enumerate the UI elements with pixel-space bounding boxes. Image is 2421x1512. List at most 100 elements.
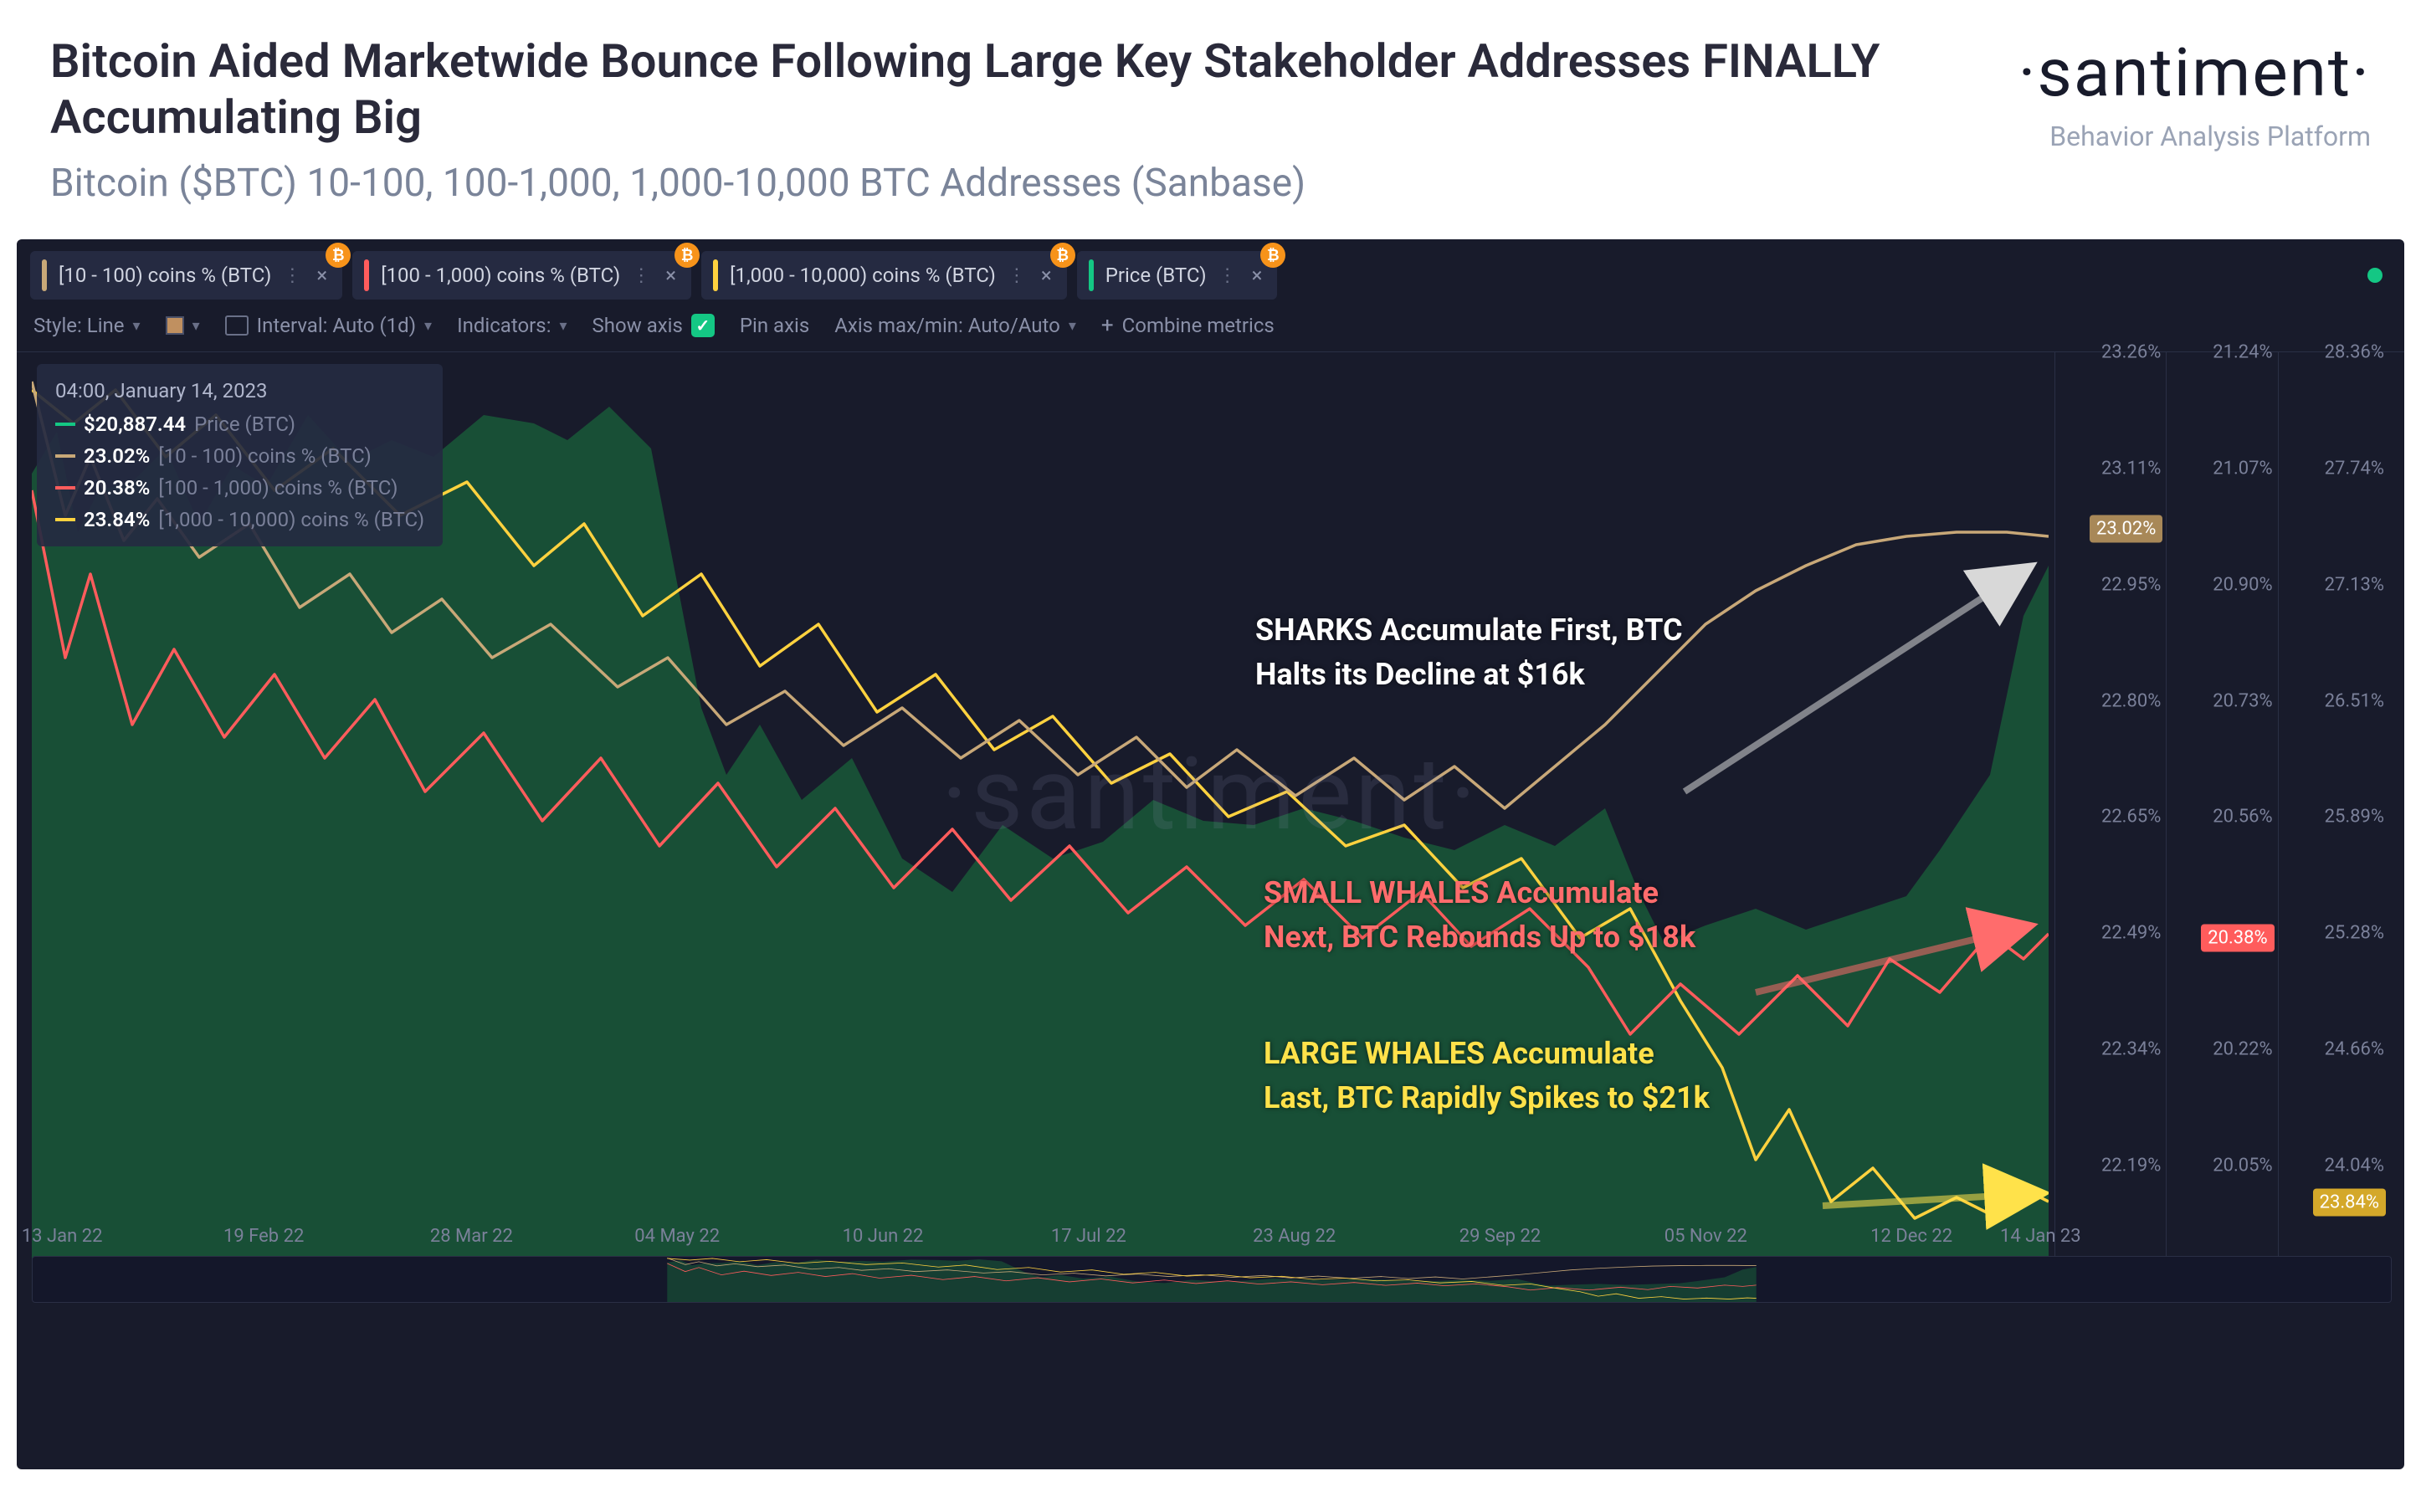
chart-annotation: LARGE WHALES AccumulateLast, BTC Rapidly…: [1264, 1032, 1710, 1119]
style-label: Style: Line: [33, 314, 125, 337]
y-tick-label: 23.26%: [2101, 342, 2161, 363]
axis-minmax-selector[interactable]: Axis max/min: Auto/Auto ▾: [834, 314, 1076, 337]
y-tick-label: 27.13%: [2325, 574, 2384, 595]
y-tick-label: 22.34%: [2101, 1038, 2161, 1059]
brand-tagline: Behavior Analysis Platform: [2018, 120, 2371, 152]
close-icon[interactable]: ×: [662, 264, 680, 287]
brand: ·santiment· Behavior Analysis Platform: [1985, 33, 2371, 152]
y-tick-label: 28.36%: [2325, 342, 2384, 363]
tab-label: [10 - 100) coins % (BTC): [59, 264, 271, 287]
x-tick-label: 14 Jan 23: [2000, 1226, 2081, 1247]
y-axis-column: 23.26%23.11%22.95%22.80%22.65%22.49%22.3…: [2054, 352, 2166, 1281]
show-axis-toggle[interactable]: Show axis ✓: [592, 314, 715, 337]
combine-metrics-button[interactable]: + Combine metrics: [1101, 313, 1275, 338]
btc-badge-icon: ₿: [1260, 243, 1285, 268]
kebab-icon[interactable]: ⋮: [1218, 265, 1237, 286]
hover-tooltip: 04:00, January 14, 2023 $20,887.44 Price…: [37, 364, 443, 546]
tooltip-label: [10 - 100) coins % (BTC): [158, 444, 371, 468]
series-color-icon: [55, 518, 75, 521]
chart-annotation: SHARKS Accumulate First, BTCHalts its De…: [1255, 608, 1683, 695]
y-tick-label: 20.90%: [2213, 574, 2272, 595]
chart-area[interactable]: ·santiment· 04:00, January 14, 2023 $20,…: [17, 352, 2404, 1315]
color-picker[interactable]: ▾: [166, 316, 200, 335]
series-color-icon: [55, 454, 75, 458]
metric-tabs: [10 - 100) coins % (BTC) ⋮ × ₿ [100 - 1,…: [17, 239, 2404, 300]
tooltip-value: $20,887.44: [84, 413, 186, 436]
tooltip-label: [1,000 - 10,000) coins % (BTC): [158, 508, 424, 531]
btc-badge-icon: ₿: [674, 243, 700, 268]
page-subtitle: Bitcoin ($BTC) 10-100, 100-1,000, 1,000-…: [50, 161, 1985, 206]
x-tick-label: 28 Mar 22: [430, 1226, 513, 1247]
interval-selector[interactable]: Interval: Auto (1d) ▾: [225, 314, 432, 337]
chart-annotation: SMALL WHALES AccumulateNext, BTC Rebound…: [1264, 871, 1695, 958]
x-tick-label: 29 Sep 22: [1459, 1226, 1541, 1247]
page-title: Bitcoin Aided Marketwide Bounce Followin…: [50, 33, 1985, 146]
y-axis-current-badge: 20.38%: [2201, 924, 2274, 951]
chevron-down-icon: ▾: [192, 317, 200, 335]
pin-axis-button[interactable]: Pin axis: [740, 314, 809, 337]
live-status-dot: [2367, 268, 2383, 283]
y-tick-label: 20.05%: [2213, 1155, 2272, 1176]
color-swatch-icon: [166, 316, 184, 335]
x-axis: 13 Jan 2219 Feb 2228 Mar 2204 May 2210 J…: [32, 1226, 2049, 1254]
combine-label: Combine metrics: [1122, 314, 1275, 337]
y-tick-label: 24.04%: [2325, 1155, 2384, 1176]
tab-color-stripe: [1089, 259, 1094, 291]
series-color-icon: [55, 423, 75, 426]
x-tick-label: 23 Aug 22: [1253, 1226, 1336, 1247]
y-tick-label: 20.73%: [2213, 690, 2272, 711]
tab-color-stripe: [42, 259, 47, 291]
y-tick-label: 22.19%: [2101, 1155, 2161, 1176]
kebab-icon[interactable]: ⋮: [1008, 265, 1026, 286]
tooltip-row: 23.02% [10 - 100) coins % (BTC): [55, 444, 424, 468]
y-axes: 23.26%23.11%22.95%22.80%22.65%22.49%22.3…: [2054, 352, 2389, 1281]
y-tick-label: 22.95%: [2101, 574, 2161, 595]
header: Bitcoin Aided Marketwide Bounce Followin…: [0, 0, 2421, 231]
y-tick-label: 27.74%: [2325, 459, 2384, 479]
x-tick-label: 10 Jun 22: [843, 1226, 924, 1247]
minimap[interactable]: [32, 1256, 2392, 1303]
brand-logo: ·santiment·: [2018, 33, 2371, 112]
y-tick-label: 22.65%: [2101, 807, 2161, 828]
style-selector[interactable]: Style: Line ▾: [33, 314, 141, 337]
tooltip-label: [100 - 1,000) coins % (BTC): [158, 476, 398, 500]
y-tick-label: 26.51%: [2325, 690, 2384, 711]
plus-icon: +: [1101, 313, 1114, 338]
indicators-label: Indicators:: [457, 314, 551, 337]
metric-tab[interactable]: [10 - 100) coins % (BTC) ⋮ × ₿: [30, 251, 342, 300]
tab-label: Price (BTC): [1105, 264, 1207, 287]
y-tick-label: 20.22%: [2213, 1038, 2272, 1059]
y-tick-label: 22.80%: [2101, 690, 2161, 711]
series-color-icon: [55, 486, 75, 489]
y-tick-label: 24.66%: [2325, 1038, 2384, 1059]
indicators-selector[interactable]: Indicators: ▾: [457, 314, 567, 337]
tab-color-stripe: [364, 259, 369, 291]
kebab-icon[interactable]: ⋮: [632, 265, 650, 286]
pin-axis-label: Pin axis: [740, 314, 809, 337]
metric-tab[interactable]: [1,000 - 10,000) coins % (BTC) ⋮ × ₿: [701, 251, 1067, 300]
show-axis-label: Show axis: [592, 314, 683, 337]
close-icon[interactable]: ×: [313, 264, 331, 287]
tooltip-row: 23.84% [1,000 - 10,000) coins % (BTC): [55, 508, 424, 531]
interval-label: Interval: Auto (1d): [257, 314, 416, 337]
chevron-down-icon: ▾: [1069, 317, 1076, 335]
close-icon[interactable]: ×: [1038, 264, 1055, 287]
y-tick-label: 23.11%: [2101, 459, 2161, 479]
close-icon[interactable]: ×: [1249, 264, 1266, 287]
tooltip-timestamp: 04:00, January 14, 2023: [55, 379, 424, 402]
x-tick-label: 13 Jan 22: [22, 1226, 103, 1247]
y-tick-label: 20.56%: [2213, 807, 2272, 828]
metric-tab[interactable]: Price (BTC) ⋮ × ₿: [1077, 251, 1278, 300]
y-tick-label: 22.49%: [2101, 923, 2161, 944]
kebab-icon[interactable]: ⋮: [283, 265, 301, 286]
tab-label: [100 - 1,000) coins % (BTC): [381, 264, 620, 287]
y-tick-label: 21.24%: [2213, 342, 2272, 363]
calendar-icon: [225, 315, 249, 336]
y-tick-label: 25.28%: [2325, 923, 2384, 944]
minimap-canvas: [33, 1257, 2391, 1302]
tooltip-label: Price (BTC): [194, 413, 295, 436]
tooltip-value: 23.02%: [84, 444, 150, 468]
chart-toolbar: Style: Line ▾ ▾ Interval: Auto (1d) ▾ In…: [17, 300, 2404, 352]
y-tick-label: 25.89%: [2325, 807, 2384, 828]
metric-tab[interactable]: [100 - 1,000) coins % (BTC) ⋮ × ₿: [352, 251, 691, 300]
